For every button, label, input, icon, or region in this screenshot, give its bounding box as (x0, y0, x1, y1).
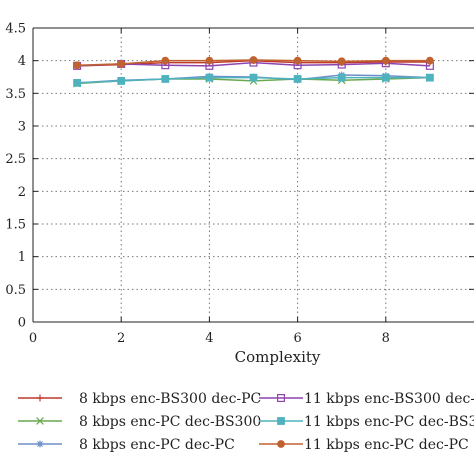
x-tick-label: 0 (29, 331, 37, 346)
legend-label: 8 kbps enc-PC dec-BS300 (79, 414, 261, 430)
legend-label: 8 kbps enc-PC dec-PC (79, 437, 235, 453)
legend-label: 11 kbps enc-PC dec-BS300 (304, 414, 474, 430)
x-tick-label: 8 (382, 331, 390, 346)
series-lines (73, 56, 434, 88)
legend-item: 11 kbps enc-PC dec-PC (259, 437, 469, 453)
data-point-marker (205, 56, 214, 65)
data-point-marker (426, 73, 434, 82)
data-point-marker (381, 73, 390, 82)
data-point-marker (249, 56, 258, 64)
grid-lines (33, 27, 474, 322)
legend-item: 8 kbps enc-PC dec-BS300 (18, 414, 261, 430)
x-axis-title: Complexity (235, 348, 321, 366)
data-point-marker (161, 75, 170, 83)
y-tick-label: 4 (18, 54, 26, 69)
y-tick-label: 0.5 (5, 283, 26, 298)
data-point-marker (293, 75, 302, 83)
y-tick-label: 1.5 (5, 218, 26, 233)
data-point-marker (161, 56, 170, 65)
legend-label: 8 kbps enc-BS300 dec-PC (79, 391, 261, 407)
data-point-marker (381, 56, 390, 65)
legend-item: 11 kbps enc-BS300 dec-PC (259, 391, 474, 407)
data-point-marker (293, 56, 302, 65)
data-point-marker (249, 73, 258, 82)
legend: 8 kbps enc-BS300 dec-PC 8 kbps enc-PC dec… (18, 391, 474, 453)
x-tick-label: 6 (293, 331, 301, 346)
data-point-marker (117, 77, 126, 85)
data-point-marker (337, 73, 346, 82)
data-point-marker (117, 60, 126, 68)
y-tick-label: 2.5 (5, 152, 26, 167)
axes: 0 0.5 1 1.5 2 2.5 3 3.5 4 4.5 0 2 4 6 8 (5, 22, 474, 346)
data-point-marker (426, 56, 434, 65)
series-6 (73, 56, 434, 70)
data-point-marker (277, 394, 286, 403)
data-point-marker (36, 440, 44, 448)
x-tick-label: 4 (205, 331, 213, 346)
legend-item: 11 kbps enc-PC dec-BS300 (259, 414, 474, 430)
legend-item: 8 kbps enc-PC dec-PC (18, 437, 235, 453)
data-point-marker (205, 73, 214, 82)
data-point-marker (73, 78, 81, 87)
data-point-marker (337, 57, 346, 66)
y-tick-label: 2 (18, 185, 26, 200)
legend-label: 11 kbps enc-PC dec-PC (304, 437, 469, 453)
data-point-marker (36, 394, 44, 402)
series-5 (73, 73, 434, 87)
y-tick-label: 3.5 (5, 87, 26, 102)
data-point-marker (277, 440, 285, 448)
x-tick-label: 2 (117, 331, 125, 346)
y-tick-label: 4.5 (5, 22, 26, 37)
legend-item: 8 kbps enc-BS300 dec-PC (18, 391, 261, 407)
data-point-marker (73, 61, 81, 70)
y-tick-label: 1 (18, 250, 26, 265)
data-point-marker (277, 417, 285, 425)
y-tick-label: 3 (18, 120, 26, 135)
y-tick-label: 0 (18, 316, 26, 331)
legend-label: 11 kbps enc-BS300 dec-PC (304, 391, 474, 407)
data-point-marker (36, 417, 44, 425)
